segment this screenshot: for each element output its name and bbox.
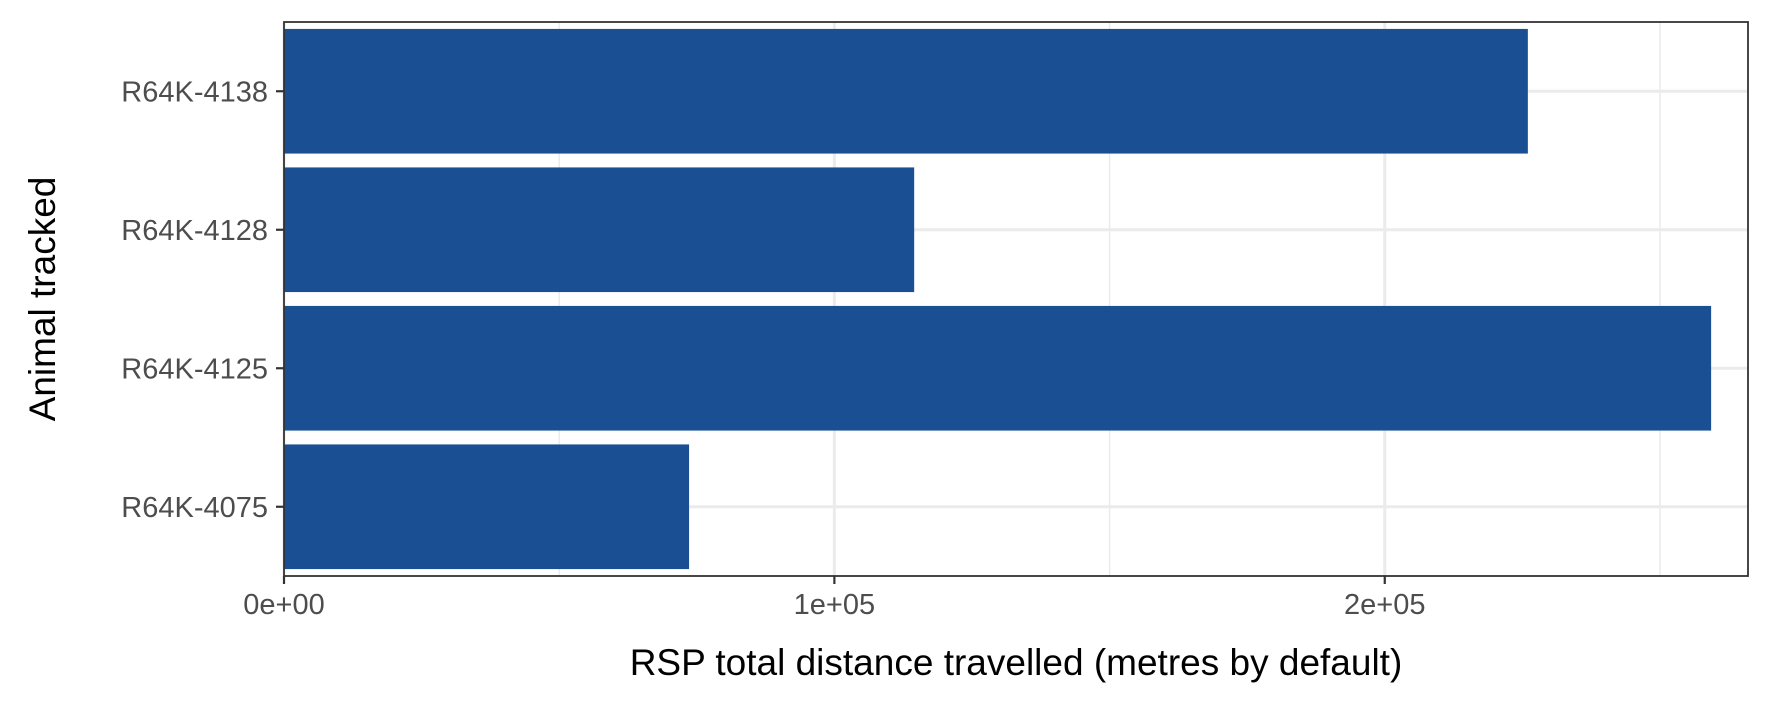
x-axis-title: RSP total distance travelled (metres by … (630, 642, 1403, 683)
bar-r64k-4075 (284, 444, 690, 570)
y-tick-label-1: R64K-4128 (121, 215, 268, 247)
y-tick-label-3: R64K-4075 (121, 492, 268, 524)
bar-r64k-4125 (284, 305, 1712, 431)
x-tick-label-2: 2e+05 (1344, 589, 1425, 621)
panel-border (283, 21, 1749, 577)
x-tick-label-1: 1e+05 (794, 589, 875, 621)
bar-r64k-4138 (284, 28, 1528, 154)
x-tick-label-0: 0e+00 (243, 589, 324, 621)
axes: R64K-4138 R64K-4128 R64K-4125 R64K-4075 0e+0… (121, 76, 1425, 621)
y-axis-title: Animal tracked (22, 177, 63, 422)
bars (284, 28, 1712, 570)
bar-r64k-4128 (284, 167, 915, 293)
y-tick-label-0: R64K-4138 (121, 76, 268, 108)
y-tick-label-2: R64K-4125 (121, 353, 268, 385)
